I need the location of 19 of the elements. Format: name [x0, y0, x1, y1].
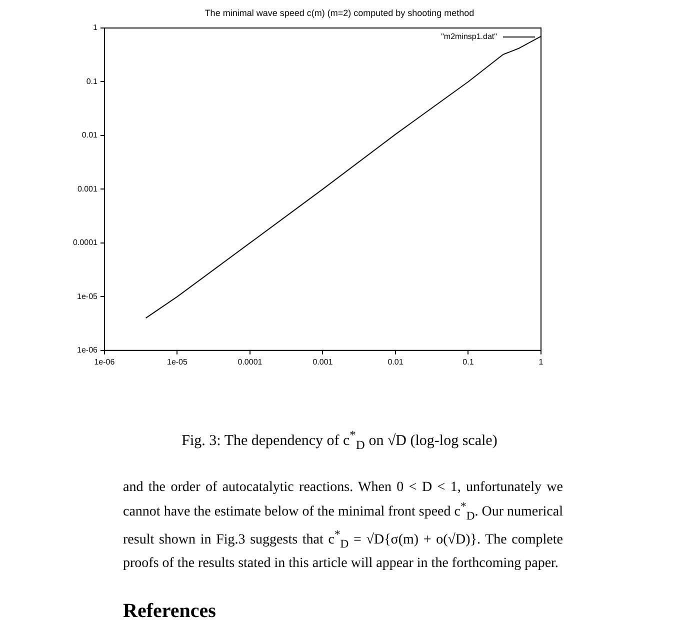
caption: Fig. 3: The dependency of c$^{*}$$_{D}$ on √D (log-log scale)	[180, 428, 498, 453]
x-tick-label: 0.0001	[238, 357, 263, 366]
y-tick-label: 1	[93, 23, 98, 32]
chart-title: The minimal wave speed c(m) (m=2) computed by shooting method	[204, 8, 476, 18]
y-tick-label: 0.001	[77, 184, 98, 194]
legend-label: "m2minsp1.dat"	[441, 32, 498, 42]
text: and the order of autocatalytic reactions. When 0 < D < 1, unfortunately we cannot have the estimate below of the minimal front speed c$^{*}$$_{D}$. Our numerical result shown in Fig.3 suggests that c$^{*}$$_{D}$ = √D{σ(m) + o(√D)}. The complete proofs of the results stated in this article will appear in the forthcoming paper.	[123, 480, 563, 571]
x-tick-label: 0.001	[312, 357, 334, 366]
y-tick-label: 1e-06	[77, 346, 98, 355]
text: References	[123, 600, 216, 623]
y-tick-label: 0.1	[86, 76, 98, 86]
y-tick-label: 1e-05	[77, 292, 98, 301]
x-tick-label: 1e-05	[166, 357, 188, 366]
x-tick-label: 1	[538, 357, 544, 366]
x-tick-label: 0.01	[388, 357, 404, 366]
y-tick-label: 0.0001	[73, 238, 98, 248]
x-tick-label: 0.1	[462, 357, 474, 366]
y-tick-label: 0.01	[82, 130, 98, 140]
x-tick-label: 1e-06	[94, 357, 116, 366]
